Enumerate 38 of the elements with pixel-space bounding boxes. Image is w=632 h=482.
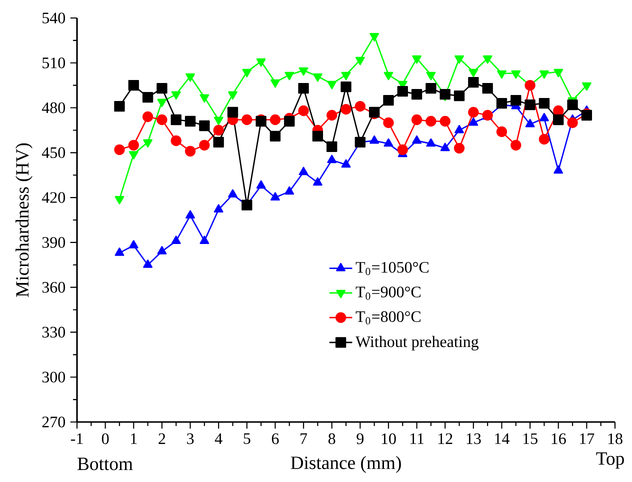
- x-tick-label: 15: [523, 433, 538, 444]
- x-tick-label: 10: [382, 433, 396, 444]
- x-tick-label: 1: [131, 433, 137, 444]
- legend-label: T$_{0}$=800°C: [356, 311, 420, 324]
- text: Top: [596, 452, 624, 469]
- x-tick-label: 14: [495, 433, 510, 444]
- x-tick-label: 2: [158, 433, 166, 444]
- x-tick-label: 4: [214, 433, 222, 444]
- y-axis-title: Microhardness (HV): [16, 143, 32, 297]
- legend-label: T$_{0}$=1050°C: [356, 262, 428, 276]
- legend-label: Without preheating: [356, 336, 479, 350]
- y-tick-label: 390: [42, 237, 66, 248]
- x-tick-label: 9: [356, 433, 364, 444]
- x-tick-label: 16: [552, 433, 566, 444]
- x-tick-label: 6: [272, 433, 279, 444]
- x-tick-label: 3: [187, 433, 194, 444]
- y-tick-label: 360: [42, 282, 66, 293]
- x-tick-label: 0: [102, 433, 109, 444]
- y-tick-label: 300: [42, 372, 66, 382]
- y-tick-label: 330: [42, 326, 66, 338]
- x-axis-title: Distance (mm): [290, 456, 401, 473]
- y-tick-label: 420: [42, 192, 66, 203]
- y-tick-label: 450: [42, 147, 66, 158]
- y-tick-label: 510: [42, 57, 66, 68]
- x-tick-label: 18: [608, 433, 622, 444]
- x-tick-label: -1: [70, 433, 83, 444]
- y-tick-label: 540: [42, 12, 66, 24]
- x-tick-label: 17: [580, 433, 594, 444]
- x-tick-label: 8: [328, 433, 336, 444]
- x-tick-label: 7: [300, 433, 308, 444]
- x-tick-label: 13: [466, 433, 481, 444]
- x-tick-label: 5: [244, 433, 250, 444]
- y-tick-label: 480: [42, 102, 66, 114]
- text: Bottom: [78, 458, 133, 470]
- x-tick-label: 12: [438, 433, 452, 444]
- y-tick-label: 270: [42, 416, 66, 428]
- x-tick-label: 11: [410, 433, 424, 444]
- legend-label: T$_{0}$=900°C: [356, 286, 420, 300]
